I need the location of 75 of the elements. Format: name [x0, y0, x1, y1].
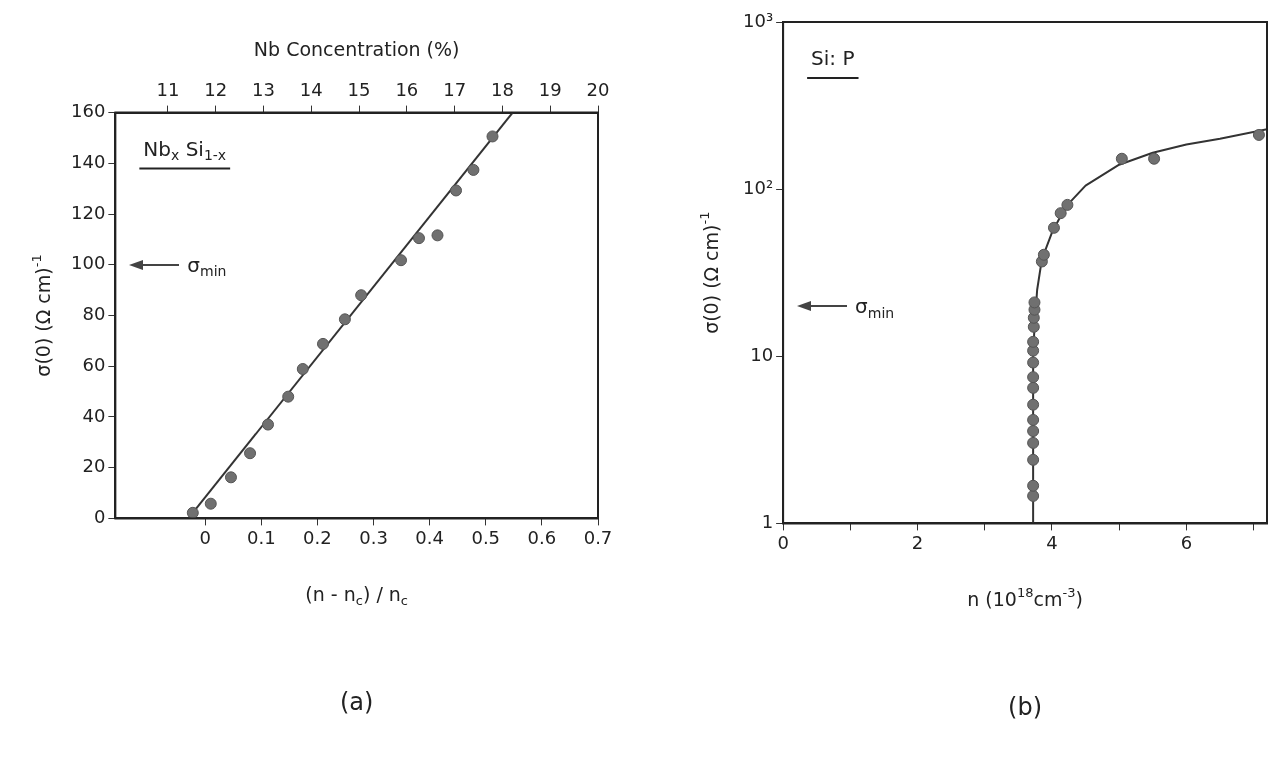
y-axis-title: σ(0) (Ω cm)-1: [696, 211, 723, 334]
point: [431, 229, 444, 242]
point: [1148, 152, 1161, 165]
point: [1027, 436, 1040, 449]
point: [1027, 453, 1040, 466]
x2-tick-label: 19: [538, 79, 562, 101]
point: [1027, 381, 1040, 394]
point: [412, 232, 425, 245]
x2-tick-label: 11: [156, 79, 180, 101]
point: [395, 254, 408, 267]
y-tick-label: 10: [750, 343, 774, 365]
point: [1027, 398, 1040, 411]
x-tick-label: 0.1: [246, 526, 276, 548]
text: (a): [339, 687, 374, 716]
x2-tick-label: 13: [252, 79, 275, 101]
x-tick-label: 0: [777, 531, 789, 553]
x2-tick-label: 12: [204, 79, 228, 101]
x2-tick-label: 14: [299, 79, 323, 101]
point: [1037, 248, 1050, 261]
point: [1061, 198, 1074, 211]
point: [1252, 128, 1265, 141]
y-tick-label: 0: [93, 506, 106, 528]
text: Si: P: [811, 46, 855, 71]
point: [467, 163, 480, 176]
point: [1027, 371, 1040, 384]
x-tick-label: 0.6: [527, 526, 557, 548]
x-tick-label: 0: [199, 526, 211, 548]
y-tick-label: 40: [82, 404, 106, 426]
x-tick-label: 4: [1046, 531, 1058, 553]
point: [317, 337, 330, 350]
x2-tick-label: 15: [347, 79, 371, 101]
x2-tick-label: 17: [443, 79, 467, 101]
x2-tick-label: 18: [490, 79, 514, 101]
y-tick-label: 10³: [743, 9, 774, 31]
point: [486, 130, 499, 143]
text: (b): [1008, 692, 1043, 721]
point: [282, 390, 295, 403]
point: [1027, 425, 1040, 438]
x-tick-label: 0.7: [583, 526, 613, 548]
x-tick-label: 6: [1180, 531, 1193, 553]
point: [262, 418, 275, 431]
point: [1027, 335, 1040, 348]
x-tick-label: 0.5: [471, 526, 501, 548]
y-tick-label: 120: [71, 201, 106, 223]
x2-axis-title: Nb Concentration (%): [253, 37, 460, 60]
x2-tick-label: 20: [586, 79, 610, 101]
x2-tick-label: 16: [395, 79, 419, 101]
x-tick-label: 0.4: [415, 526, 444, 548]
point: [204, 497, 217, 510]
point: [1027, 356, 1040, 369]
y-tick-label: 20: [82, 455, 106, 477]
x-tick-label: 0.3: [359, 526, 388, 548]
point: [224, 471, 237, 484]
point: [296, 363, 309, 376]
y-tick-label: 140: [71, 151, 106, 172]
point: [1054, 207, 1067, 220]
y-tick-label: 160: [71, 100, 106, 122]
y-tick-label: 100: [71, 252, 106, 274]
point: [1115, 152, 1128, 165]
point: [1027, 413, 1040, 426]
y-axis-title: σ(0) (Ω cm)-1: [29, 254, 55, 377]
point: [450, 184, 463, 197]
y-tick-label: 60: [82, 353, 106, 375]
point: [244, 447, 257, 460]
y-tick-label: 1: [761, 511, 774, 533]
point: [1047, 221, 1060, 234]
point: [1027, 479, 1040, 492]
y-tick-label: 10²: [743, 176, 774, 198]
x-tick-label: 2: [911, 531, 924, 553]
x-tick-label: 0.2: [303, 526, 332, 548]
point: [338, 313, 351, 326]
point: [1028, 296, 1041, 309]
point: [355, 289, 368, 302]
point: [186, 506, 199, 519]
y-tick-label: 80: [82, 303, 106, 325]
